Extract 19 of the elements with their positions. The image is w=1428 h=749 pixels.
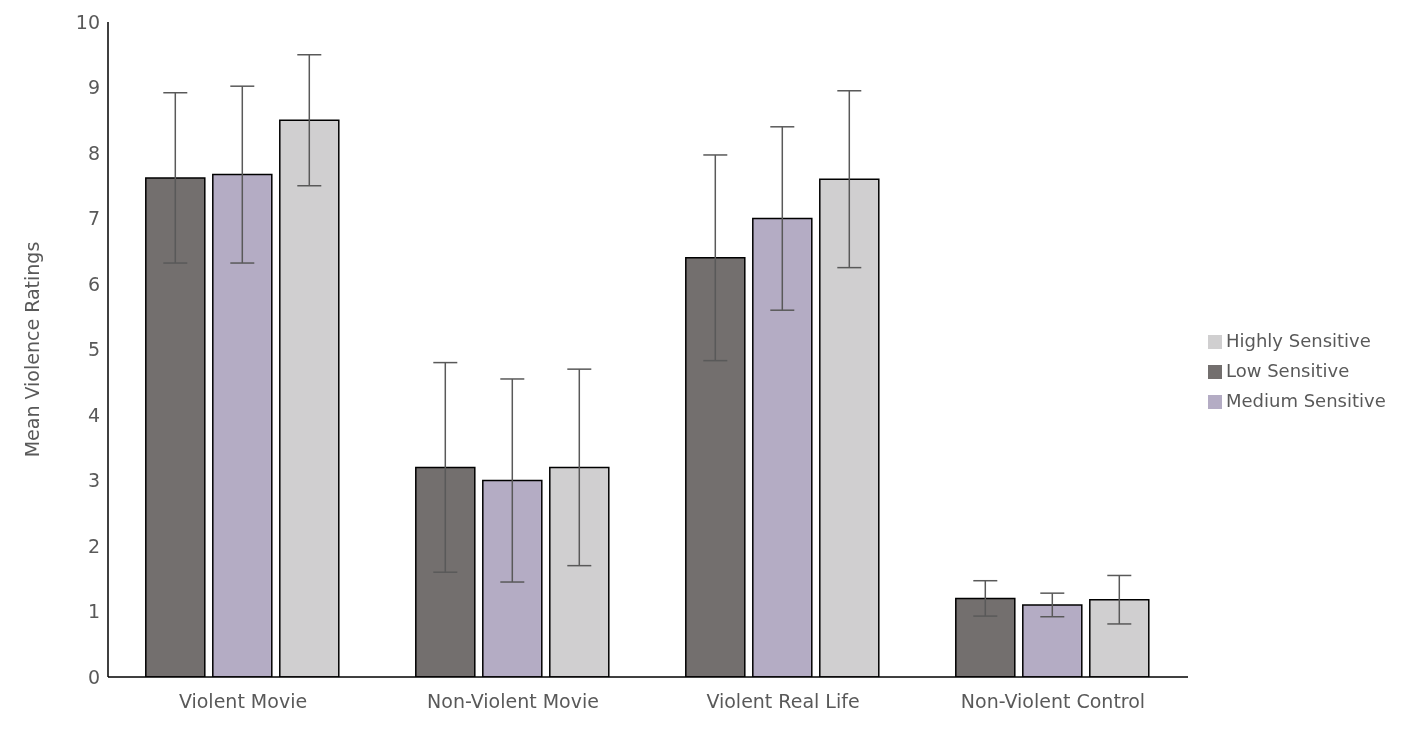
y-tick-label: 9 bbox=[87, 76, 100, 99]
y-tick-label: 6 bbox=[87, 272, 100, 295]
y-tick-label: 2 bbox=[87, 534, 100, 557]
y-tick-label: 7 bbox=[87, 207, 100, 230]
x-tick-label: Non-Violent Control bbox=[960, 690, 1146, 713]
legend-label: Highly Sensitive bbox=[1226, 329, 1371, 351]
y-tick-label: 1 bbox=[87, 600, 100, 623]
legend-label: Low Sensitive bbox=[1226, 359, 1350, 381]
y-axis-title: Mean Violence Ratings bbox=[20, 241, 43, 458]
y-tick-label: 0 bbox=[87, 665, 100, 688]
x-tick-label: Violent Real Life bbox=[706, 690, 860, 713]
y-tick-label: 10 bbox=[75, 10, 100, 33]
y-tick-label: 5 bbox=[87, 338, 100, 361]
y-tick-label: 8 bbox=[87, 141, 100, 164]
legend-label: Medium Sensitive bbox=[1226, 389, 1386, 411]
y-tick-label: 4 bbox=[87, 403, 100, 426]
y-tick-label: 3 bbox=[87, 469, 100, 492]
x-tick-label: Violent Movie bbox=[178, 690, 308, 713]
x-tick-label: Non-Violent Movie bbox=[427, 690, 599, 713]
